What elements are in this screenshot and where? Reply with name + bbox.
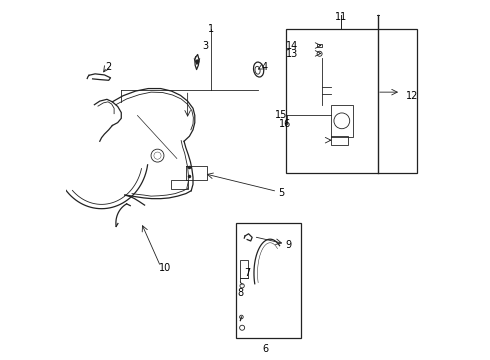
Bar [236, 223, 300, 338]
Bar [331, 105, 353, 137]
Text: 4: 4 [262, 62, 268, 72]
Text: 9: 9 [286, 239, 292, 249]
Text: 7: 7 [244, 268, 250, 278]
Bar [318, 44, 322, 47]
Bar [331, 135, 348, 145]
Text: 10: 10 [159, 263, 171, 273]
Text: 2: 2 [105, 62, 111, 72]
Text: 13: 13 [286, 49, 298, 59]
Text: 6: 6 [263, 343, 269, 354]
Text: 11: 11 [335, 12, 347, 22]
Text: 5: 5 [278, 188, 284, 198]
Text: 3: 3 [202, 41, 209, 50]
Text: 15: 15 [275, 111, 287, 121]
Text: 8: 8 [237, 288, 244, 298]
Bar [240, 260, 247, 278]
Bar [172, 180, 188, 189]
Text: 1: 1 [208, 24, 214, 35]
Bar [286, 30, 417, 173]
Text: 12: 12 [406, 91, 418, 101]
Text: 16: 16 [279, 120, 291, 129]
Text: 14: 14 [286, 41, 298, 50]
